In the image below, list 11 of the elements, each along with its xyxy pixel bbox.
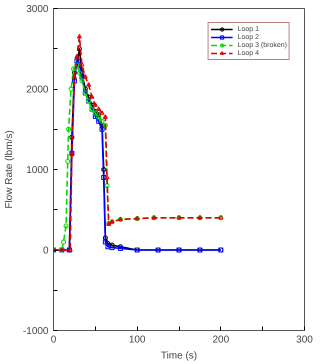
x-tick-label: 300 — [296, 334, 314, 346]
y-tick-label: 0 — [42, 246, 49, 256]
y-axis-title: Flow Rate (lbm/s) — [4, 130, 15, 209]
y-tick-label: 3000 — [26, 4, 49, 15]
y-tick-label: 2000 — [26, 84, 49, 96]
x-axis-title: Time (s) — [160, 350, 198, 362]
y-tick-label: -1000 — [22, 326, 49, 337]
y-tick-label: 1000 — [26, 165, 49, 176]
x-tick-label: 100 — [128, 334, 146, 346]
x-tick-label: 0 — [50, 334, 57, 346]
x-tick-label: 200 — [212, 334, 230, 346]
